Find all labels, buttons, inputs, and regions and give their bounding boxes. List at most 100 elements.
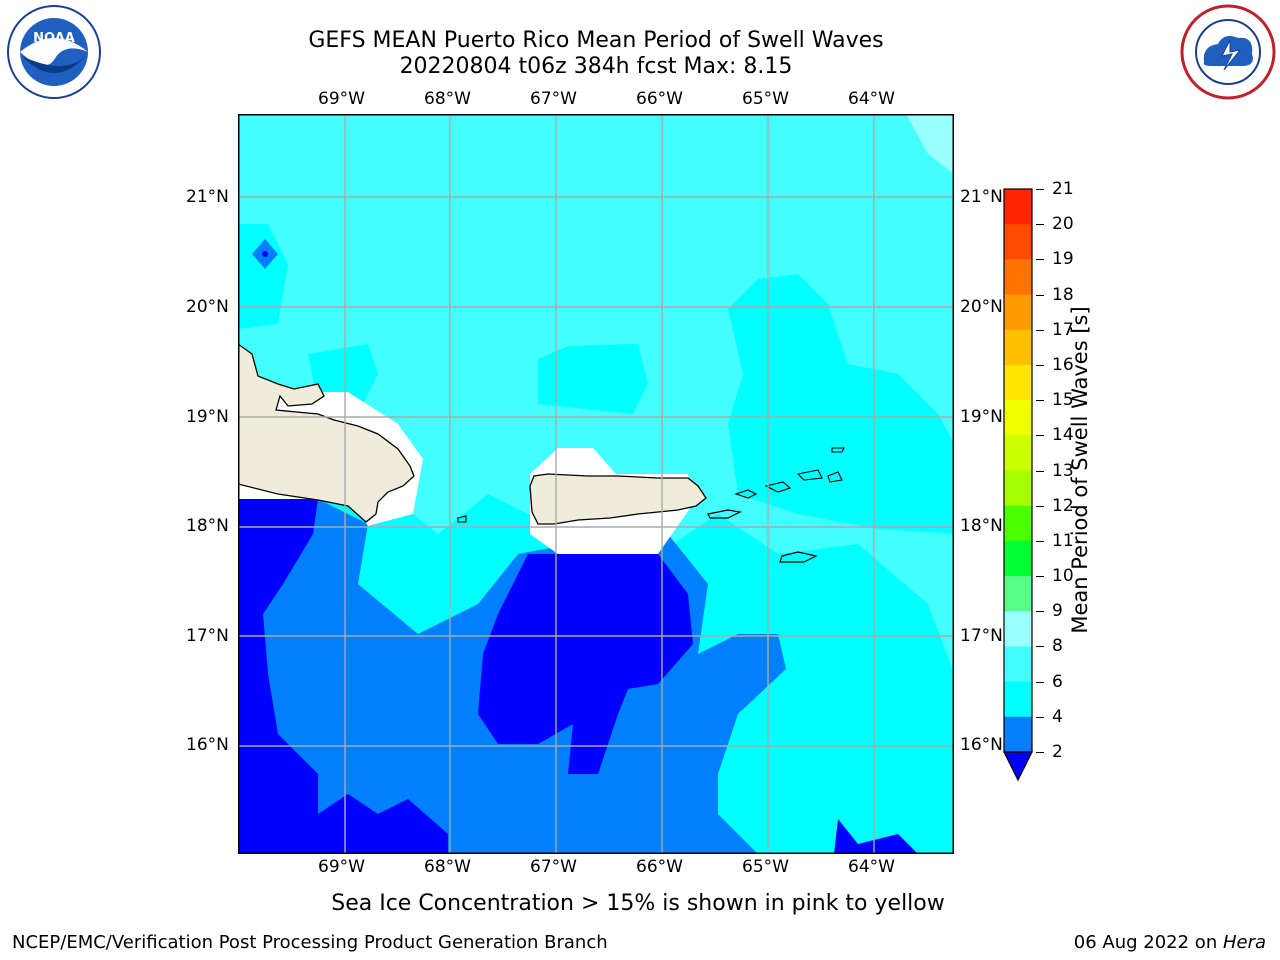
colorbar-band — [1004, 294, 1032, 331]
colorbar-tick-mark — [1036, 576, 1044, 578]
swell-spot-nw-core — [262, 251, 268, 257]
colorbar-extend-arrow — [1003, 751, 1033, 782]
colorbar-tick-label: 2 — [1052, 742, 1063, 762]
lat-label-right-20n: 20°N — [960, 297, 1003, 317]
lon-label-bottom-64w: 64°W — [848, 857, 895, 877]
lon-label-top-64w: 64°W — [848, 89, 895, 109]
colorbar-band — [1004, 259, 1032, 296]
colorbar-tick-label: 14 — [1052, 425, 1074, 446]
noaa-logo: NOAA — [4, 4, 104, 100]
lat-label-left-20n: 20°N — [186, 297, 229, 317]
lat-label-right-21n: 21°N — [960, 187, 1003, 207]
lat-label-left-17n: 17°N — [186, 626, 229, 646]
footer-date: 06 Aug 2022 on — [1073, 932, 1223, 953]
colorbar-band — [1004, 364, 1032, 401]
swell-patch-central — [538, 344, 648, 414]
map-frame — [238, 114, 954, 854]
colorbar-tick-mark — [1036, 224, 1044, 226]
swell-region-below-2s — [238, 499, 448, 854]
colorbar-tick-mark — [1036, 329, 1044, 331]
land-anegada — [831, 447, 845, 453]
colorbar-tick-mark — [1036, 435, 1044, 437]
colorbar-tick-mark — [1036, 189, 1044, 190]
colorbar-tick-label: 12 — [1052, 495, 1074, 516]
noaa-logo-icon: NOAA — [7, 5, 101, 99]
swell-region-8-9s — [906, 114, 954, 174]
map-title-line1: GEFS MEAN Puerto Rico Mean Period of Swe… — [308, 28, 884, 53]
lon-label-bottom-69w: 69°W — [318, 857, 365, 877]
colorbar-tick-label: 21 — [1052, 179, 1074, 199]
colorbar-band — [1004, 224, 1032, 260]
colorbar-tick-label: 19 — [1052, 249, 1074, 270]
lon-label-bottom-68w: 68°W — [424, 857, 471, 877]
colorbar-band — [1004, 646, 1032, 683]
swell-period-map — [238, 114, 954, 854]
colorbar-band — [1004, 329, 1032, 366]
colorbar-band — [1004, 716, 1032, 753]
lon-label-bottom-67w: 67°W — [530, 857, 577, 877]
colorbar-tick-label: 18 — [1052, 284, 1074, 305]
colorbar-tick-mark — [1036, 259, 1044, 261]
colorbar-band — [1004, 611, 1032, 647]
land-vieques — [707, 509, 742, 519]
footer-left: NCEP/EMC/Verification Post Processing Pr… — [12, 932, 608, 953]
swell-patch-east — [728, 274, 954, 534]
lon-label-top-65w: 65°W — [742, 89, 789, 109]
colorbar-tick-label: 10 — [1052, 566, 1074, 587]
colorbar-band — [1004, 681, 1032, 718]
footer-host: Hera — [1222, 932, 1266, 953]
graticule — [238, 114, 954, 854]
colorbar-tick-label: 17 — [1052, 319, 1074, 340]
footer-right: 06 Aug 2022 on Hera — [1074, 933, 1266, 953]
lat-label-right-19n: 19°N — [960, 407, 1003, 427]
colorbar-band — [1004, 435, 1032, 471]
colorbar-band — [1004, 470, 1032, 507]
swell-region-below-2s-central — [478, 554, 693, 774]
colorbar-tick-label: 13 — [1052, 460, 1074, 481]
colorbar-tick-mark — [1036, 470, 1044, 472]
lon-label-top-67w: 67°W — [530, 89, 577, 109]
colorbar-tick-mark — [1036, 294, 1044, 296]
land-st-croix — [779, 551, 818, 563]
lat-label-left-19n: 19°N — [186, 407, 229, 427]
colorbar-band — [1004, 540, 1032, 577]
colorbar-tick-mark — [1036, 364, 1044, 366]
colorbar-tick-label: 6 — [1052, 671, 1063, 692]
map-title-line2: 20220804 t06z 384h fcst Max: 8.15 — [399, 54, 793, 79]
colorbar-tick-mark — [1036, 681, 1044, 683]
colorbar-tick-label: 20 — [1052, 214, 1074, 235]
colorbar-tick-mark — [1036, 646, 1044, 648]
lon-label-bottom-65w: 65°W — [742, 857, 789, 877]
lat-label-left-16n: 16°N — [186, 735, 229, 755]
lon-label-top-66w: 66°W — [636, 89, 683, 109]
colorbar-tick-label: 9 — [1052, 601, 1063, 622]
colorbar-tick-mark — [1036, 611, 1044, 613]
colorbar — [1003, 188, 1033, 782]
swell-region-below-2s-se — [834, 819, 918, 854]
colorbar-title: Mean Period of Swell Waves [s] — [1068, 306, 1092, 634]
land-mona — [457, 515, 467, 523]
lat-label-left-18n: 18°N — [186, 516, 229, 536]
colorbar-tick-mark — [1036, 752, 1044, 753]
colorbar-tick-label: 4 — [1052, 706, 1063, 727]
colorbar-band — [1004, 189, 1032, 225]
colorbar-tick-label: 16 — [1052, 354, 1074, 375]
sea-ice-note: Sea Ice Concentration > 15% is shown in … — [331, 891, 945, 916]
lat-label-left-21n: 21°N — [186, 187, 229, 207]
colorbar-band — [1004, 576, 1032, 612]
colorbar-frame — [1003, 188, 1033, 753]
lat-label-right-18n: 18°N — [960, 516, 1003, 536]
colorbar-tick-mark — [1036, 505, 1044, 507]
land-hispaniola — [238, 343, 415, 523]
colorbar-tick-label: 11 — [1052, 530, 1074, 551]
colorbar-tick-mark — [1036, 716, 1044, 718]
noaa-logo-text: NOAA — [33, 31, 75, 46]
nws-logo — [1178, 4, 1278, 100]
lon-label-top-68w: 68°W — [424, 89, 471, 109]
colorbar-tick-mark — [1036, 400, 1044, 402]
colorbar-tick-label: 15 — [1052, 390, 1074, 411]
lat-label-right-16n: 16°N — [960, 735, 1003, 755]
lon-label-top-69w: 69°W — [318, 89, 365, 109]
swell-patch-northwest — [238, 224, 288, 329]
colorbar-band — [1004, 505, 1032, 542]
